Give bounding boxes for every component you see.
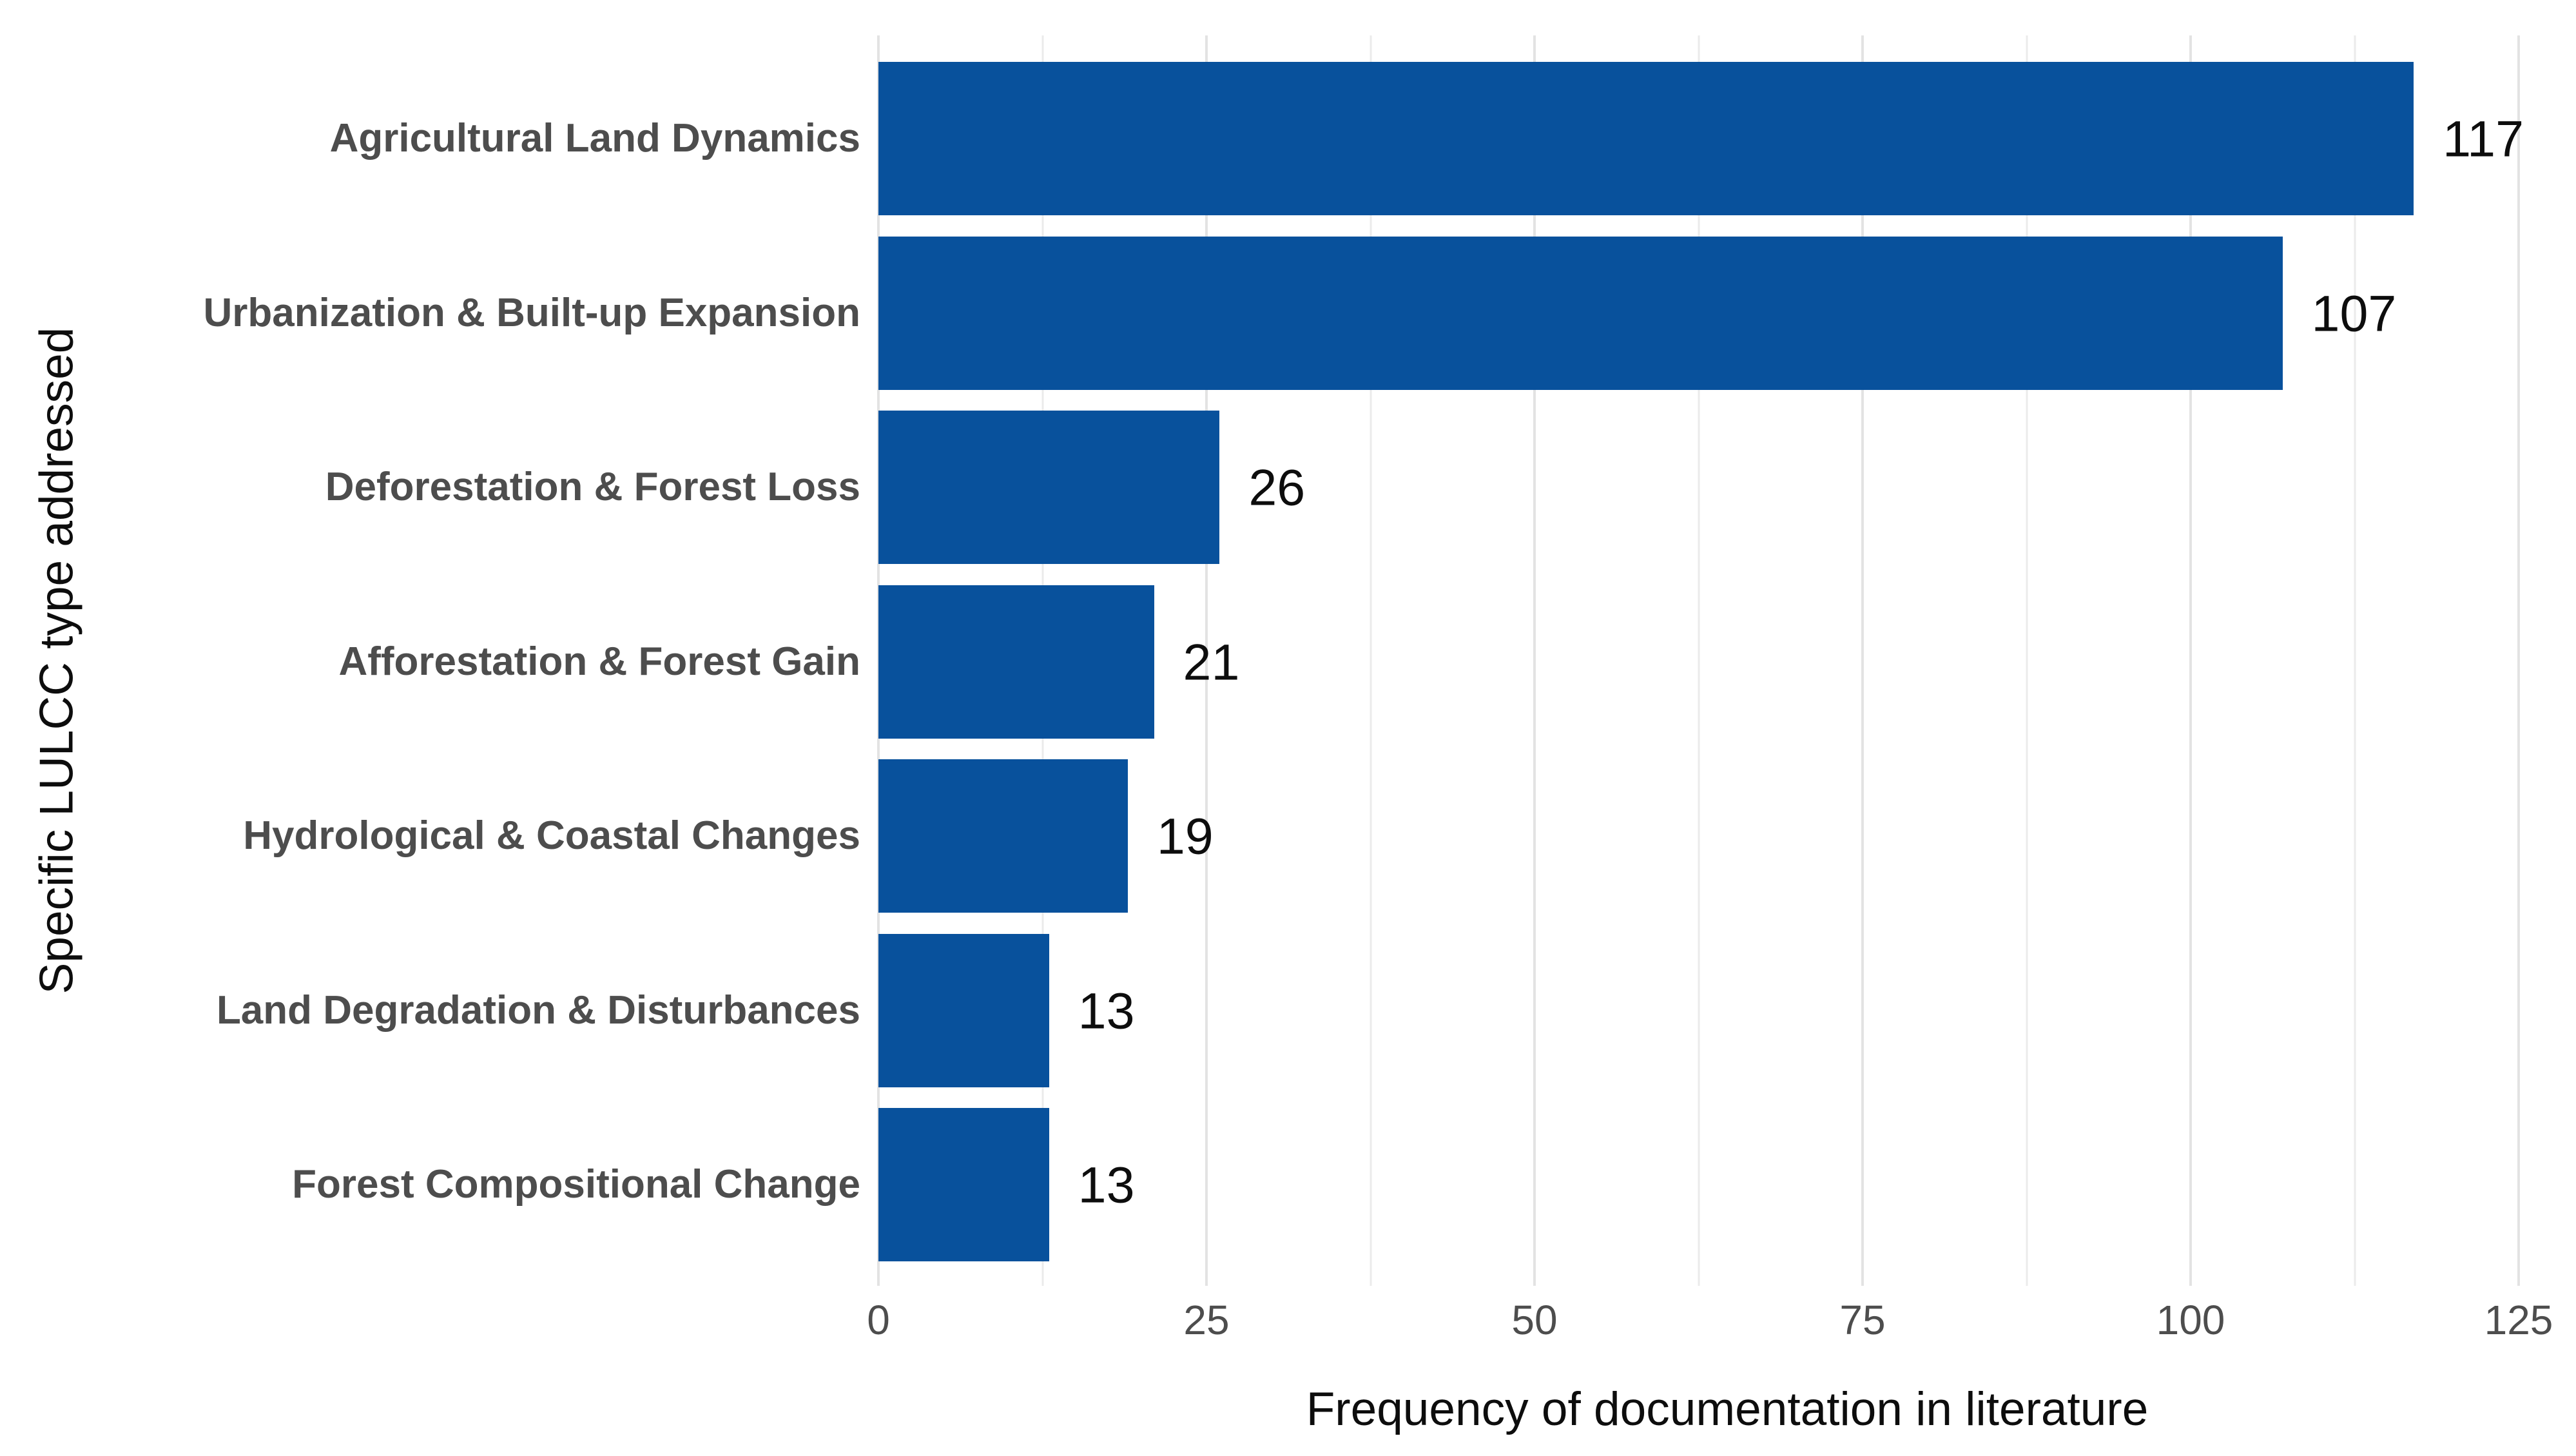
bar (878, 585, 1154, 739)
y-axis-title: Specific LULCC type addressed (30, 327, 83, 995)
gridline-major (1533, 35, 1536, 1286)
x-tick-label: 25 (1183, 1297, 1230, 1343)
gridline-minor (1370, 35, 1371, 1286)
value-label: 19 (1156, 807, 1214, 865)
gridline-major (2189, 35, 2192, 1286)
gridline-minor (2354, 35, 2356, 1286)
category-label: Agricultural Land Dynamics (329, 116, 860, 160)
bar (878, 759, 1128, 913)
gridline-major (1205, 35, 1208, 1286)
x-tick-label: 100 (2156, 1297, 2225, 1343)
category-label: Urbanization & Built-up Expansion (203, 290, 860, 335)
value-label: 13 (1078, 982, 1135, 1039)
category-label: Forest Compositional Change (292, 1162, 860, 1207)
x-tick-label: 125 (2484, 1297, 2553, 1343)
x-tick-label: 75 (1839, 1297, 1886, 1343)
gridline-minor (2026, 35, 2028, 1286)
value-label: 21 (1183, 633, 1240, 690)
gridline-major (1861, 35, 1864, 1286)
bar (878, 62, 2414, 215)
gridline-major (2517, 35, 2520, 1286)
bar (878, 933, 1049, 1087)
category-label: Land Degradation & Disturbances (216, 987, 860, 1033)
bar (878, 1108, 1049, 1261)
value-label: 13 (1078, 1156, 1135, 1214)
category-label: Afforestation & Forest Gain (338, 639, 860, 684)
x-axis-title: Frequency of documentation in literature (1306, 1383, 2149, 1435)
bar (878, 236, 2283, 390)
category-label: Hydrological & Coastal Changes (243, 813, 860, 858)
x-tick-label: 50 (1511, 1297, 1558, 1343)
value-label: 107 (2311, 284, 2397, 342)
gridline-minor (1698, 35, 1700, 1286)
value-label: 117 (2443, 110, 2524, 168)
value-label: 26 (1248, 458, 1306, 516)
bar (878, 411, 1220, 564)
category-label: Deforestation & Forest Loss (325, 465, 860, 509)
x-tick-label: 0 (867, 1297, 890, 1343)
